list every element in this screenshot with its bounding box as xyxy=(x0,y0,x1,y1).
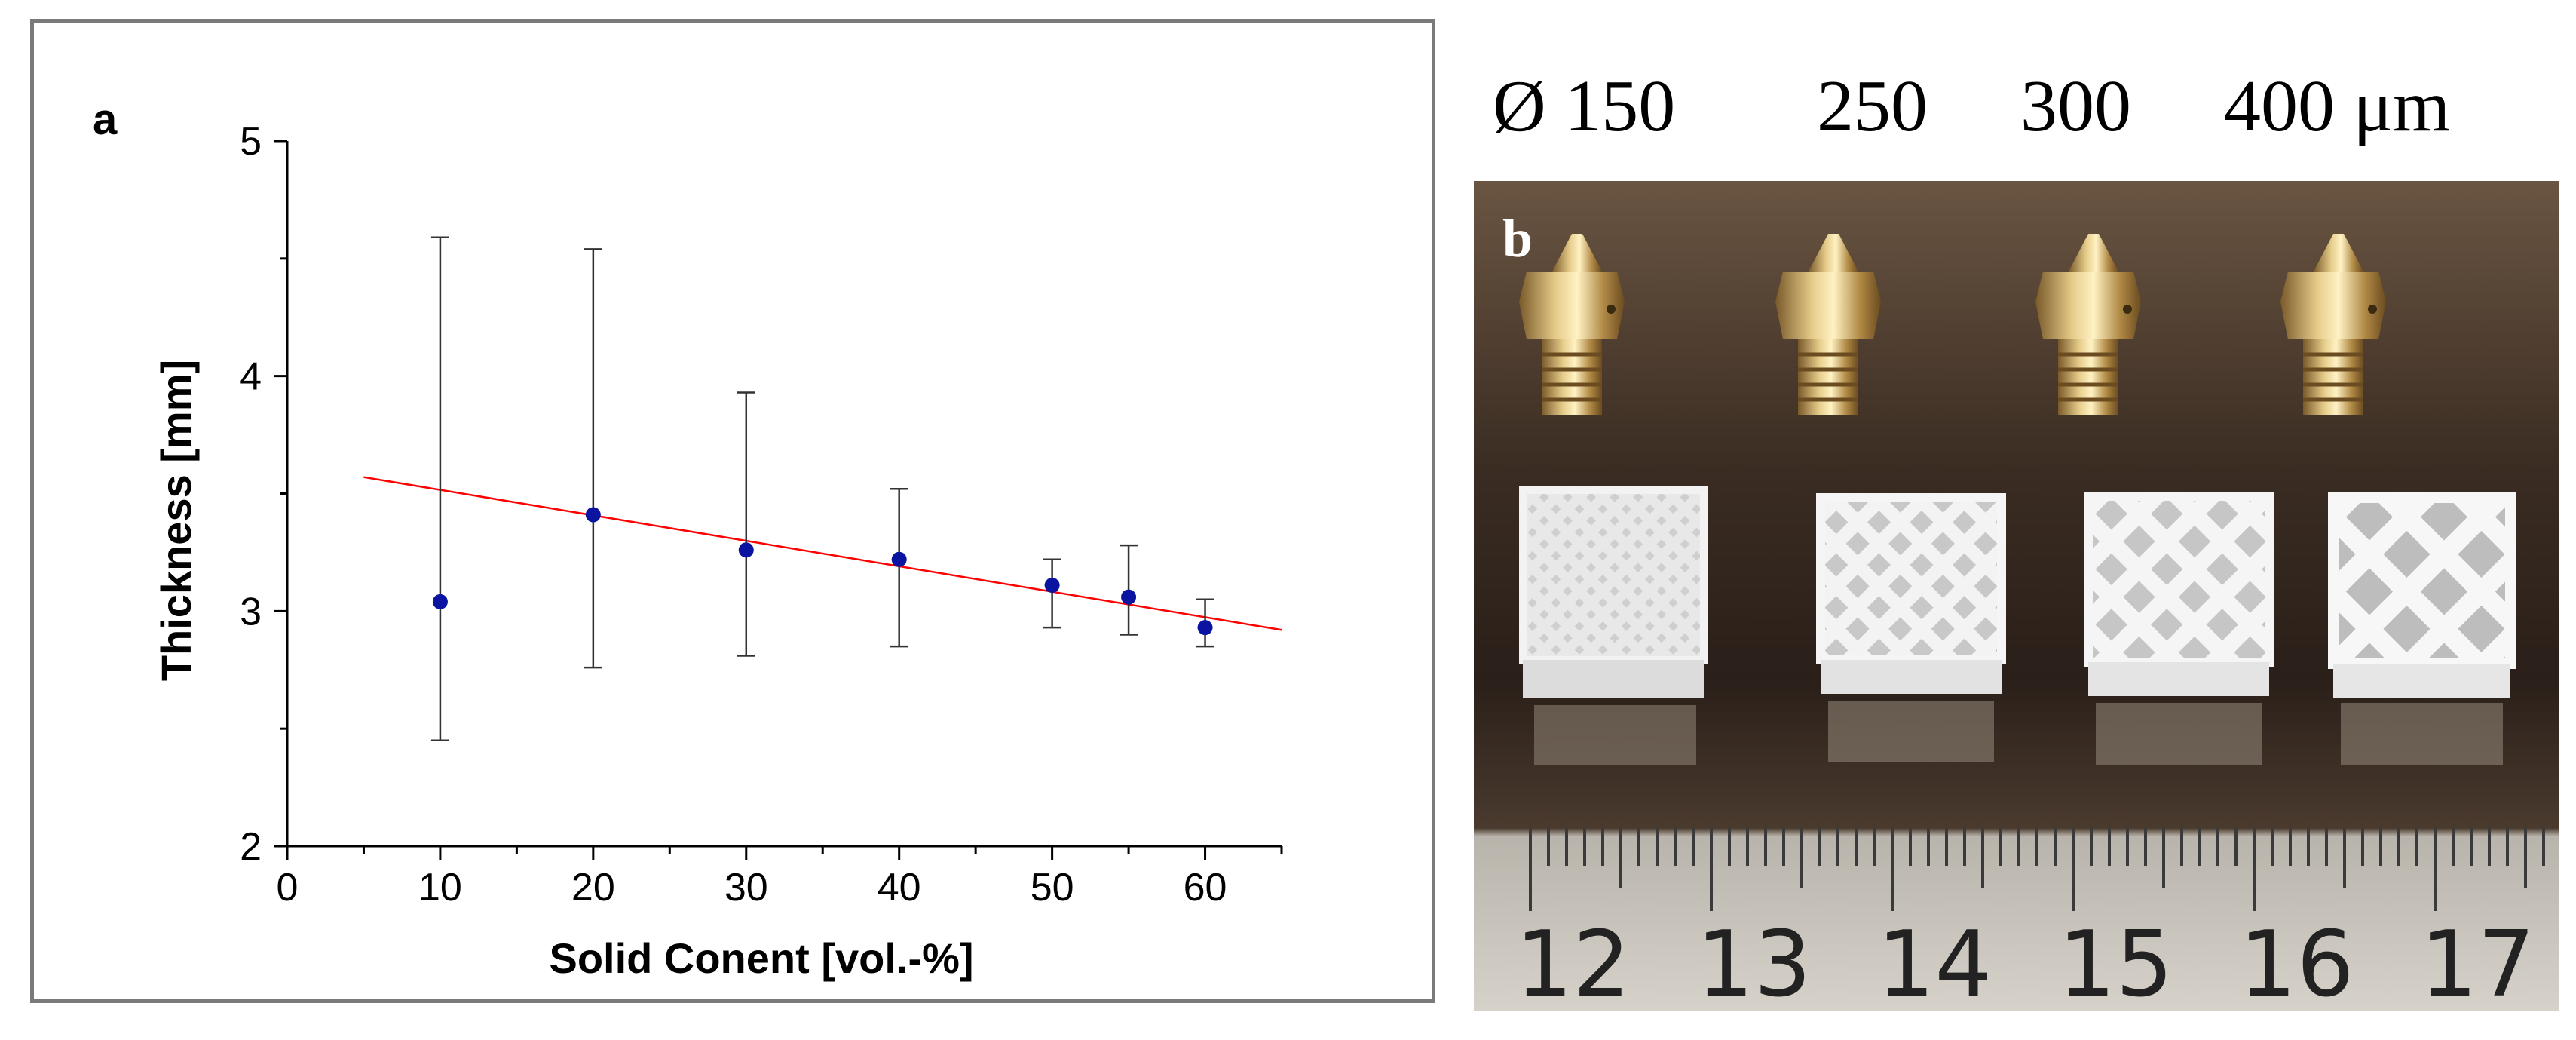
error-bar xyxy=(430,236,449,741)
nozzles xyxy=(1519,234,2386,415)
ruler-number-12: 12 xyxy=(1515,913,1631,1011)
data-point xyxy=(432,594,448,609)
error-bar xyxy=(737,391,755,657)
nozzle-300 xyxy=(2035,234,2141,415)
panel-letter-a: a xyxy=(93,95,118,144)
ruler-number-14: 14 xyxy=(1877,913,1992,1011)
printed-samples xyxy=(1519,486,2516,765)
photo-panel: Ø 150 250 300 400 μm xyxy=(1474,0,2576,1040)
data-point xyxy=(1044,578,1060,594)
data-points xyxy=(432,507,1213,636)
error-bars xyxy=(430,236,1214,741)
y-axis-title: Thickness [mm] xyxy=(152,360,200,681)
y-tick-label: 5 xyxy=(240,120,262,164)
x-axis-title: Solid Conent [vol.-%] xyxy=(549,934,973,982)
nozzle-150 xyxy=(1519,234,1625,415)
y-axis: 2 3 4 5 xyxy=(240,120,289,869)
y-tick-label: 3 xyxy=(240,590,262,634)
panel-letter-b: b xyxy=(1502,208,1533,268)
ruler-number-17: 17 xyxy=(2420,913,2535,1011)
nozzle-250 xyxy=(1775,234,1881,415)
chart-panel: a 2 3 4 5 0 10 20 30 40 50 60 Thickness [mm] Soli… xyxy=(30,19,1435,1003)
nozzle-diameter-labels: Ø 150 250 300 400 μm xyxy=(1474,64,2576,155)
ruler-number-13: 13 xyxy=(1696,913,1812,1011)
x-tick-label: 50 xyxy=(1031,866,1074,910)
sample-250 xyxy=(1816,493,2006,762)
fit-line xyxy=(363,476,1282,631)
error-bar xyxy=(1043,558,1061,629)
y-tick-label: 2 xyxy=(240,825,262,869)
sample-400 xyxy=(2328,492,2516,765)
sample-300 xyxy=(2084,492,2274,765)
nozzle-label-150: Ø 150 xyxy=(1493,66,1676,147)
ruler: 12 13 14 15 16 17 xyxy=(1515,828,2545,1011)
data-point xyxy=(585,507,601,523)
nozzle-label-400: 400 μm xyxy=(2224,66,2451,147)
scatter-chart: a 2 3 4 5 0 10 20 30 40 50 60 Thickness [mm] Soli… xyxy=(93,95,1283,982)
data-point xyxy=(738,542,754,558)
x-tick-label: 60 xyxy=(1184,866,1227,910)
nozzle-label-300: 300 xyxy=(2020,66,2131,147)
x-tick-label: 0 xyxy=(277,866,299,910)
x-tick-label: 30 xyxy=(724,866,768,910)
y-tick-label: 4 xyxy=(240,355,262,399)
data-point xyxy=(1197,620,1213,636)
error-bar xyxy=(890,488,908,648)
nozzle-sample-photo: 12 13 14 15 16 17 b xyxy=(1474,181,2559,1011)
nozzle-400 xyxy=(2280,234,2386,415)
x-tick-label: 40 xyxy=(878,866,921,910)
sample-150 xyxy=(1519,486,1708,765)
ruler-number-16: 16 xyxy=(2239,913,2354,1011)
x-tick-label: 10 xyxy=(418,866,462,910)
x-tick-label: 20 xyxy=(571,866,615,910)
ruler-number-15: 15 xyxy=(2058,913,2173,1011)
error-bar xyxy=(584,248,602,669)
nozzle-label-250: 250 xyxy=(1817,66,1928,147)
fit-line-group xyxy=(363,476,1282,631)
data-point xyxy=(1121,589,1137,605)
x-axis: 0 10 20 30 40 50 60 xyxy=(277,845,1283,910)
data-point xyxy=(891,551,907,567)
